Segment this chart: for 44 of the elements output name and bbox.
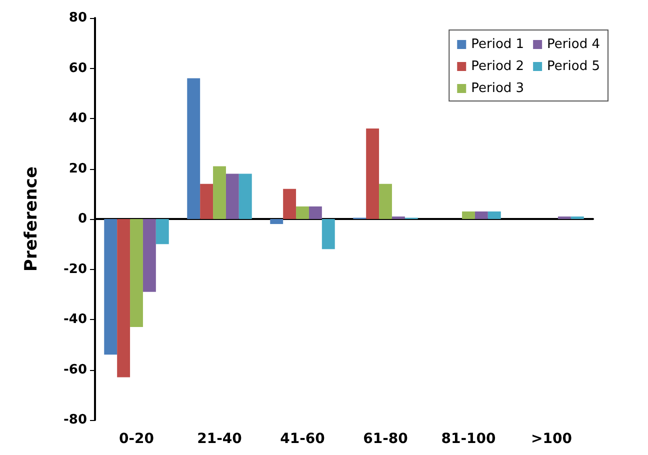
y-tick-label: 80	[68, 10, 87, 26]
bar	[366, 128, 380, 219]
bar	[130, 219, 143, 328]
bar	[270, 219, 284, 224]
bar	[462, 211, 475, 219]
bar	[322, 219, 335, 250]
y-tick-label: 40	[68, 111, 87, 126]
bar	[392, 216, 405, 219]
bar	[296, 206, 309, 219]
y-tick-label: 20	[68, 161, 87, 176]
y-tick-label: -60	[64, 362, 87, 378]
bar	[379, 184, 392, 219]
bar	[558, 216, 571, 219]
y-tick-label: 0	[78, 212, 87, 226]
bar	[308, 206, 322, 219]
x-tick-label: >100	[531, 431, 572, 447]
bar	[570, 216, 584, 219]
bar	[156, 219, 169, 244]
legend-label: Period 2	[471, 59, 524, 74]
legend-label: Period 5	[547, 59, 600, 74]
legend-label: Period 1	[471, 37, 524, 52]
bar	[200, 184, 214, 219]
bar	[142, 219, 156, 292]
bar	[488, 211, 501, 219]
y-axis-title: Preference	[22, 166, 42, 272]
bar	[117, 219, 130, 378]
bar	[187, 78, 200, 219]
y-tick-label: -40	[64, 312, 87, 327]
bar	[104, 219, 118, 355]
bar	[238, 174, 252, 219]
legend-label: Period 4	[547, 37, 600, 52]
x-tick-label: 61-80	[363, 431, 408, 447]
bar	[283, 188, 296, 219]
bar	[474, 211, 488, 219]
y-tick-label: -80	[64, 412, 87, 428]
y-tick-label: 60	[68, 60, 87, 76]
x-tick-label: 0-20	[118, 431, 154, 447]
x-tick-label: 81-100	[441, 431, 496, 447]
y-tick-label: -20	[64, 262, 87, 277]
x-tick-label: 41-60	[280, 431, 326, 447]
bar	[213, 166, 226, 219]
legend-label: Period 3	[471, 81, 524, 96]
x-tick-label: 21-40	[197, 431, 242, 447]
bar	[226, 174, 239, 219]
